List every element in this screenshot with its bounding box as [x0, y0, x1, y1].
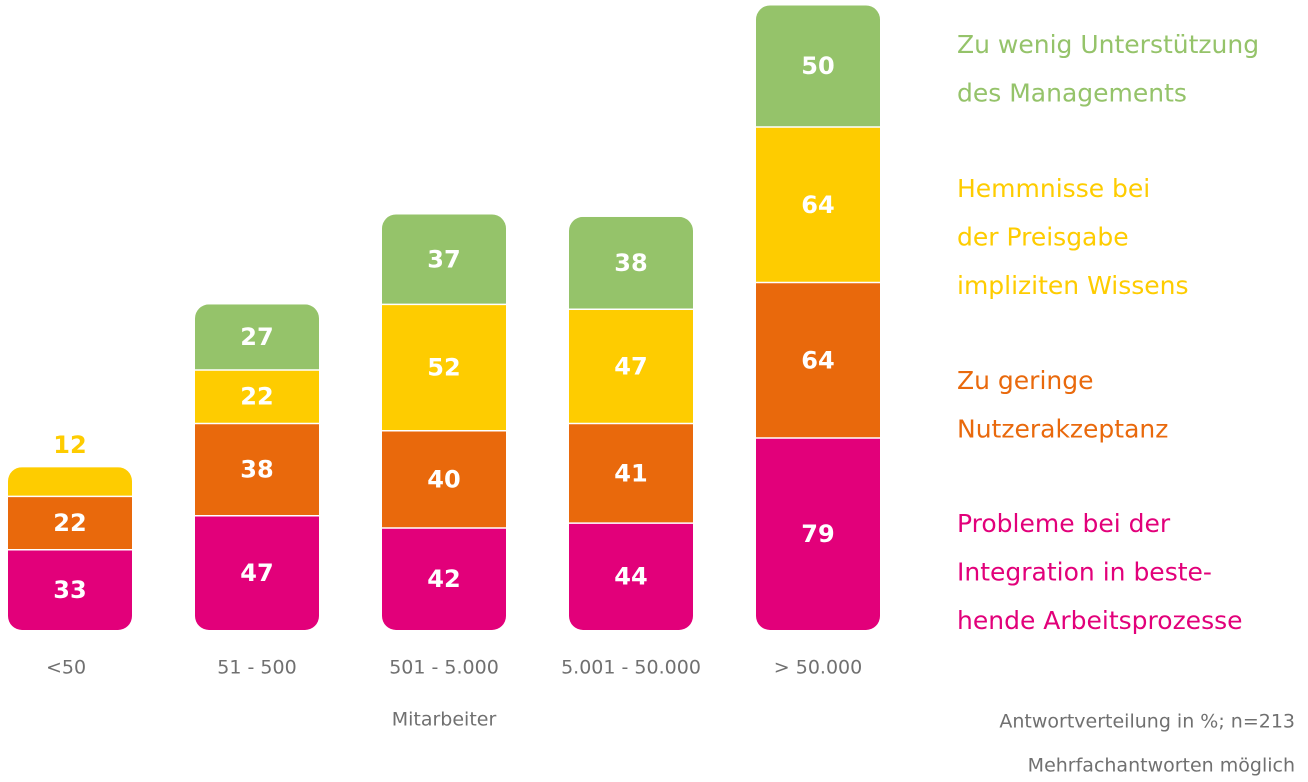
annotation: Antwortverteilung in %; n=213 — [999, 711, 1295, 733]
bar-segment — [382, 304, 506, 431]
bar-segment — [569, 216, 693, 310]
x-tick-label: > 50.000 — [774, 657, 862, 679]
legend-entry: Probleme bei der Integration in beste-hen… — [957, 509, 1243, 635]
value-label: 79 — [801, 520, 834, 548]
bar-segment — [8, 496, 132, 550]
value-label: 22 — [240, 383, 273, 411]
bar-segment — [569, 309, 693, 424]
bar-stack — [382, 214, 506, 630]
x-tick-label: <50 — [46, 657, 86, 679]
value-label: 47 — [240, 559, 273, 587]
value-label: 64 — [801, 346, 834, 374]
bar-segment — [382, 527, 506, 630]
bar-stack — [8, 467, 132, 630]
bar-stack — [569, 216, 693, 630]
value-label: 40 — [427, 465, 460, 493]
value-label: 38 — [240, 456, 273, 484]
legend-entry: Zu wenig Unterstützung des Managements — [957, 30, 1259, 108]
legend-entry: Zu geringe Nutzerakzeptanz — [957, 366, 1168, 444]
value-label: 12 — [53, 431, 86, 459]
value-label: 44 — [614, 563, 647, 591]
bar-segment — [756, 5, 880, 127]
value-label: 33 — [53, 576, 86, 604]
value-label: 22 — [53, 509, 86, 537]
bar-segment — [195, 304, 319, 370]
bar-segment — [756, 126, 880, 283]
bar-segment — [569, 423, 693, 524]
value-label: 27 — [240, 323, 273, 351]
value-label: 42 — [427, 565, 460, 593]
bar-stack — [195, 304, 319, 630]
bar-segment — [195, 423, 319, 516]
value-label: 41 — [614, 459, 647, 487]
bar-stack — [756, 5, 880, 630]
bar-segment — [382, 430, 506, 528]
value-label: 38 — [614, 249, 647, 277]
value-label: 47 — [614, 352, 647, 380]
bar-segment — [195, 369, 319, 424]
bar-segment — [756, 282, 880, 439]
legend-entry: Hemmnisse bei der Preisgabe impliziten Wis… — [957, 174, 1189, 300]
x-axis-label: Mitarbeiter — [392, 709, 497, 731]
x-tick-label: 501 - 5.000 — [389, 657, 499, 679]
bar-segment — [8, 549, 132, 630]
bar-segment — [8, 467, 132, 497]
x-tick-label: 51 - 500 — [217, 657, 296, 679]
value-label: 64 — [801, 191, 834, 219]
x-tick-label: 5.001 - 50.000 — [561, 657, 701, 679]
bar-segment — [756, 438, 880, 630]
value-label: 37 — [427, 245, 460, 273]
bar-segment — [382, 214, 506, 305]
annotation: Mehrfachantworten möglich — [1028, 755, 1295, 777]
bar-segment — [569, 523, 693, 630]
value-label: 50 — [801, 52, 834, 80]
value-label: 52 — [427, 354, 460, 382]
bar-segment — [195, 515, 319, 630]
